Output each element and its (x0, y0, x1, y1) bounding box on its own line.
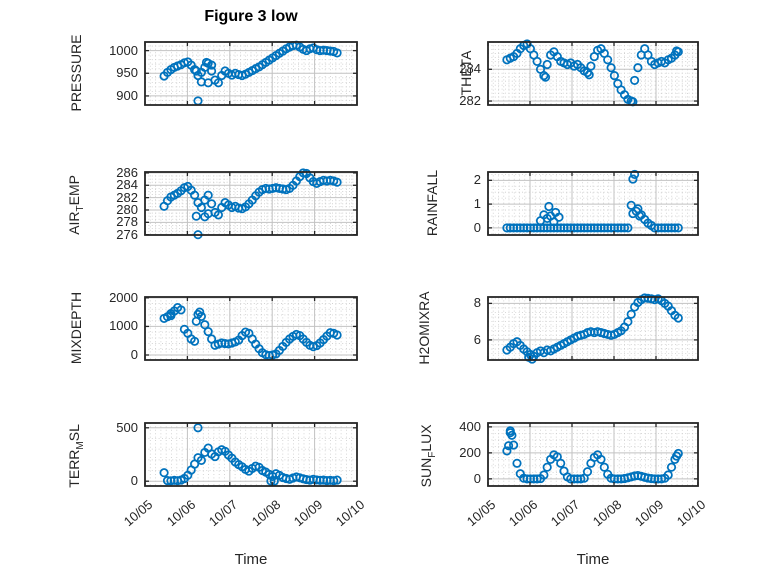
scatter-series (502, 426, 683, 484)
y-tick-label-rainfall: 2 (473, 172, 481, 188)
y-axis-label-terr-msl: TERRMSL (66, 423, 86, 488)
y-tick-label-mixdepth: 1000 (109, 318, 138, 334)
y-tick-label-rainfall: 1 (473, 196, 481, 212)
x-tick-label: 10/05 (464, 496, 499, 530)
plot-area-sun-flux (487, 422, 699, 487)
x-tick-label: 10/10 (333, 496, 368, 530)
y-tick-label-pressure: 1000 (109, 42, 138, 58)
subplot-mixdepth (144, 296, 358, 361)
figure-title: Figure 3 low (204, 8, 298, 25)
y-tick-label-mixdepth: 0 (130, 347, 138, 362)
scatter-series (159, 303, 342, 361)
y-axis-label-theta: THETA (458, 50, 474, 95)
plot-area-h2omixra (487, 293, 699, 364)
y-tick-label-air-temp: 286 (116, 164, 138, 180)
axes-box (144, 296, 358, 361)
y-tick-label-sun-flux: 400 (459, 418, 481, 434)
y-tick-label-rainfall: 0 (473, 219, 481, 235)
axes-box (487, 296, 699, 361)
subplot-air-temp (144, 168, 358, 240)
subplot-h2omixra (487, 293, 699, 364)
subplot-pressure (144, 40, 358, 106)
subplot-theta (487, 39, 699, 107)
x-tick-label: 10/06 (506, 496, 541, 530)
x-tick-label: 10/08 (590, 496, 625, 530)
y-axis-label-sun-flux: SUNFLUX (418, 423, 438, 487)
y-tick-label-h2omixra: 8 (473, 295, 481, 311)
x-tick-label: 10/07 (206, 496, 241, 530)
x-tick-label: 10/09 (632, 496, 667, 530)
subplot-terr-msl (144, 422, 358, 487)
y-tick-label-sun-flux: 0 (473, 470, 481, 486)
x-tick-label: 10/05 (121, 496, 156, 530)
y-tick-label-h2omixra: 6 (473, 331, 481, 347)
y-tick-label-air-temp: 276 (116, 226, 138, 242)
x-tick-label: 10/09 (290, 496, 326, 530)
y-tick-label-pressure: 950 (116, 65, 138, 81)
y-tick-label-mixdepth: 2000 (109, 289, 138, 305)
minor-grid (145, 423, 357, 486)
y-tick-label-terr-msl: 500 (116, 419, 138, 435)
axes-box (487, 41, 699, 106)
y-tick-label-air-temp: 282 (116, 189, 138, 205)
x-axis-label-right: Time (576, 551, 610, 568)
y-axis-label-pressure: PRESSURE (68, 33, 84, 112)
scatter-series (502, 39, 683, 107)
x-tick-label: 10/06 (163, 496, 199, 530)
y-tick-label-theta: 284 (459, 61, 481, 77)
y-tick-label-air-temp: 278 (116, 214, 138, 230)
plot-area-air-temp (144, 168, 358, 240)
minor-grid (488, 172, 698, 235)
y-tick-label-sun-flux: 200 (459, 444, 481, 460)
axes-box (144, 422, 358, 487)
x-tick-label: 10/10 (674, 496, 709, 530)
y-tick-label-pressure: 900 (116, 87, 138, 103)
scatter-series (159, 423, 342, 486)
x-tick-label: 10/07 (548, 496, 583, 530)
y-tick-label-air-temp: 280 (116, 201, 138, 217)
scatter-series (502, 169, 683, 233)
subplot-rainfall (487, 169, 699, 236)
x-tick-label: 10/08 (248, 496, 284, 530)
plot-area-theta (487, 39, 699, 107)
plot-area-rainfall (487, 169, 699, 236)
axes-box (487, 171, 699, 236)
scatter-series (502, 293, 683, 364)
axes-box (487, 422, 699, 487)
scatter-series (159, 40, 342, 106)
y-tick-label-theta: 282 (459, 93, 481, 109)
plot-area-mixdepth (144, 296, 358, 361)
plot-area-terr-msl (144, 422, 358, 487)
y-tick-label-terr-msl: 0 (130, 473, 138, 489)
axes-box (144, 41, 358, 106)
axes-box (144, 171, 358, 236)
subplot-sun-flux (487, 422, 699, 487)
y-tick-label-air-temp: 284 (116, 177, 138, 193)
plot-area-pressure (144, 40, 358, 106)
scatter-series (159, 168, 342, 240)
x-axis-label-left: Time (234, 551, 268, 568)
minor-grid (145, 297, 357, 360)
